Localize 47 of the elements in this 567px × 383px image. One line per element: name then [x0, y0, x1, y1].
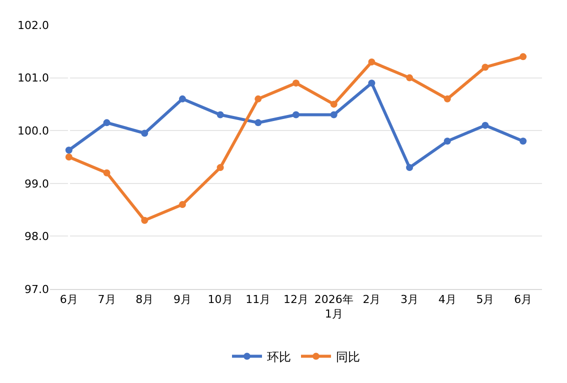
y-tick-label: 102.0 [18, 18, 49, 32]
point [178, 201, 186, 208]
point [520, 138, 527, 145]
point [520, 53, 527, 60]
x-tick-label: 11月 [246, 293, 271, 306]
point [292, 80, 300, 87]
point [292, 111, 300, 118]
point [216, 111, 224, 118]
y-tick-label: 97.0 [24, 282, 49, 296]
point [254, 119, 262, 126]
point [141, 130, 148, 137]
y-tick-label: 101.0 [18, 72, 49, 85]
point [65, 154, 72, 160]
point [330, 100, 338, 108]
x-tick-label: 2月 [362, 293, 381, 306]
point [141, 216, 148, 224]
x-tick-label: 7月 [98, 293, 116, 306]
x-tick-label: 3月 [400, 293, 419, 306]
point [406, 164, 414, 172]
point [482, 64, 489, 71]
point [368, 58, 376, 66]
point [178, 95, 186, 102]
x-tick-label: 6月 [514, 293, 532, 306]
point [444, 138, 451, 145]
y-tick-label: 98.0 [24, 230, 49, 244]
x-tick-label: 5月 [476, 293, 494, 306]
y-tick-label: 99.0 [24, 177, 49, 190]
x-tick-label: 9月 [173, 293, 192, 306]
x-tick-label: 8月 [136, 293, 154, 306]
point [103, 119, 110, 126]
point [406, 74, 414, 82]
point [444, 95, 451, 102]
y-tick-label: 100.0 [18, 124, 49, 138]
point [103, 169, 110, 176]
point [254, 95, 262, 102]
x-tick-label: 6月 [60, 293, 78, 306]
legend-label: 同比 [336, 350, 360, 364]
point [65, 146, 72, 154]
x-tick-label: 12月 [284, 293, 308, 306]
x-tick-label: 2026年 1月 [314, 293, 354, 320]
point [368, 80, 376, 87]
x-tick-label: 4月 [438, 293, 456, 306]
point [482, 122, 489, 129]
point [216, 164, 224, 172]
x-tick-label: 10月 [208, 293, 233, 306]
legend-label: 环比 [267, 350, 291, 364]
point [330, 111, 338, 118]
